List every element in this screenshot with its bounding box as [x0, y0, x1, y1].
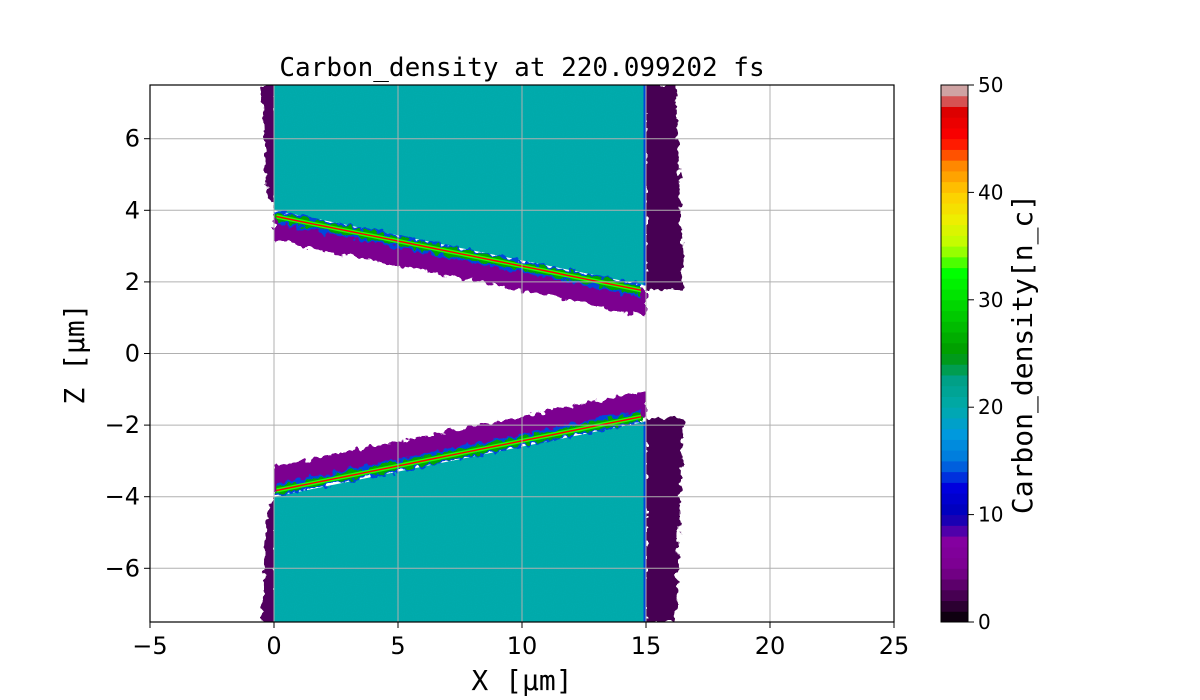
chart-title: Carbon_density at 220.099202 fs — [279, 53, 764, 83]
y-tick-label: 0 — [125, 340, 140, 368]
colorbar-tick-label: 20 — [978, 395, 1003, 419]
colorbar-tick-label: 40 — [978, 180, 1003, 204]
colorbar-band — [941, 439, 968, 451]
colorbar-band — [941, 127, 968, 140]
front-fringe-lower — [261, 496, 276, 622]
colorbar-band — [941, 235, 968, 247]
colorbar-band — [941, 546, 968, 559]
colorbar-frame — [940, 84, 969, 623]
colorbar-band — [941, 192, 968, 204]
x-axis-label: X [μm] — [471, 664, 572, 697]
colorbar-band — [941, 310, 968, 322]
x-tick-label: 20 — [755, 632, 786, 660]
colorbar-band — [941, 170, 968, 183]
colorbar-band — [941, 138, 968, 150]
colorbar-tick-label: 10 — [978, 503, 1003, 527]
colorbar-band — [941, 203, 968, 215]
y-axis-ticks: −6 −4 −2 0 2 4 6 — [105, 125, 150, 582]
colorbar-band — [941, 514, 968, 526]
colorbar-band — [941, 160, 968, 172]
colorbar-band — [941, 299, 968, 312]
colorbar-band — [941, 407, 968, 419]
colorbar-band — [941, 568, 968, 580]
colorbar-bands — [941, 85, 968, 623]
lower-target-block — [274, 421, 646, 622]
colorbar-band — [941, 493, 968, 505]
lower-surface-layer — [276, 416, 641, 492]
colorbar-band — [941, 482, 968, 494]
colorbar-band — [941, 385, 968, 397]
colorbar-band — [941, 85, 968, 97]
x-tick-label: −5 — [132, 632, 167, 660]
colorbar-band — [941, 364, 968, 376]
plot-area — [149, 84, 895, 623]
x-axis-ticks: −5 0 5 10 15 20 25 — [132, 622, 909, 660]
colorbar-band — [941, 471, 968, 483]
y-tick-label: −6 — [105, 554, 140, 582]
colorbar-band — [941, 525, 968, 537]
colorbar-band — [941, 289, 968, 301]
colorbar-tick-label: 50 — [978, 73, 1003, 97]
colorbar-band — [941, 374, 968, 387]
y-tick-label: 2 — [125, 268, 140, 296]
colorbar-band — [941, 536, 968, 548]
density-field — [261, 85, 684, 622]
colorbar-tick-label: 30 — [978, 288, 1003, 312]
colorbar-band — [941, 267, 968, 279]
colorbar-band — [941, 579, 968, 591]
colorbar-tick-label: 0 — [978, 610, 991, 634]
x-tick-label: 0 — [266, 632, 281, 660]
colorbar-band — [941, 460, 968, 473]
colorbar-band — [941, 396, 968, 408]
colorbar-band — [941, 428, 968, 440]
x-tick-label: 10 — [507, 632, 538, 660]
x-tick-label: 5 — [390, 632, 405, 660]
colorbar-band — [941, 256, 968, 269]
colorbar-band — [941, 611, 968, 623]
upper-target-block — [274, 85, 646, 286]
colorbar-band — [941, 213, 968, 226]
upper-surface-layer — [276, 215, 641, 291]
colorbar-band — [941, 117, 968, 129]
colorbar-label: Carbon_density[n_c] — [1006, 194, 1040, 514]
rear-fringe-upper — [646, 85, 684, 290]
colorbar-band — [941, 181, 968, 193]
x-tick-label: 15 — [631, 632, 662, 660]
x-tick-label: 25 — [879, 632, 910, 660]
grid-lines — [150, 85, 894, 622]
rear-fringe-lower — [646, 417, 684, 622]
colorbar-band — [941, 321, 968, 333]
y-tick-label: −2 — [105, 411, 140, 439]
y-axis-label: Z [μm] — [58, 303, 91, 404]
colorbar: 0 10 20 30 40 50 Carbon_density[n_c] — [940, 73, 1040, 634]
y-tick-label: −4 — [105, 483, 140, 511]
colorbar-band — [941, 342, 968, 354]
colorbar-band — [941, 600, 968, 612]
colorbar-band — [941, 149, 968, 161]
y-tick-label: 4 — [125, 196, 140, 224]
colorbar-band — [941, 95, 968, 107]
colorbar-ticks: 0 10 20 30 40 50 — [968, 73, 1003, 634]
colorbar-band — [941, 557, 968, 569]
colorbar-band — [941, 246, 968, 258]
colorbar-band — [941, 224, 968, 236]
colorbar-band — [941, 503, 968, 516]
colorbar-band — [941, 353, 968, 365]
colorbar-band — [941, 450, 968, 462]
front-fringe-upper — [261, 85, 276, 211]
colorbar-band — [941, 278, 968, 290]
colorbar-band — [941, 332, 968, 344]
y-tick-label: 6 — [125, 125, 140, 153]
colorbar-band — [941, 417, 968, 430]
colorbar-band — [941, 589, 968, 602]
colorbar-band — [941, 106, 968, 118]
